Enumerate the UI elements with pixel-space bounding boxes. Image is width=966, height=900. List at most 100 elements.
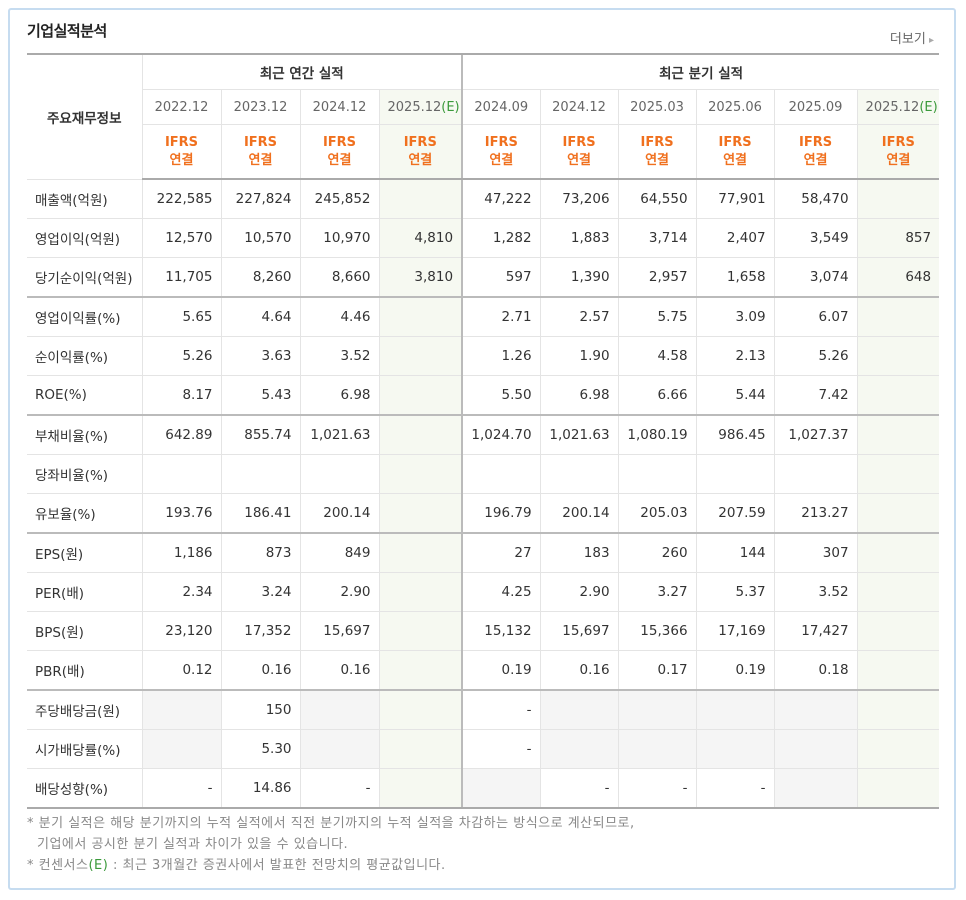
data-row: 당좌비율(%) [27, 454, 940, 494]
value-cell: 15,132 [461, 611, 541, 651]
accounting-basis: IFRS [243, 134, 278, 150]
value-cell: 6.66 [617, 375, 697, 416]
footnote-text: : 최근 3개월간 증권사에서 발표한 전망치의 평균값입니다. [108, 858, 446, 873]
value-cell: 1,883 [539, 218, 619, 258]
value-cell: 1,021.63 [299, 414, 380, 455]
corner-header: 주요재무정보 [27, 53, 143, 180]
section-title: 기업실적분석 [27, 22, 107, 40]
value-cell: - [695, 768, 775, 809]
row-label: 시가배당률(%) [27, 729, 143, 769]
period-date: 2024.09 [474, 99, 529, 115]
value-cell [378, 296, 463, 337]
value-cell [539, 689, 619, 730]
value-cell: 3,714 [617, 218, 697, 258]
accounting-basis: IFRS [562, 134, 596, 150]
value-cell: 8,260 [220, 257, 301, 298]
data-row: 당기순이익(억원) 11,705 8,260 8,660 3,810 597 1,390 2,… [27, 257, 940, 298]
period-header: 2024.12 [299, 89, 380, 125]
value-cell [695, 729, 775, 769]
value-cell [856, 532, 940, 573]
value-cell [773, 768, 858, 809]
period-date: 2025.12 [865, 99, 920, 115]
standard-header: IFRS 연결 [299, 124, 380, 180]
period-header: 2022.12 [141, 89, 222, 125]
value-cell: 2.34 [141, 572, 222, 612]
value-cell: 3,549 [773, 218, 858, 258]
value-cell: 0.18 [773, 650, 858, 691]
row-label: PBR(배) [27, 650, 143, 691]
value-cell: 3.63 [220, 336, 301, 376]
period-header: 2024.09 [461, 89, 541, 125]
value-cell: 27 [461, 532, 541, 573]
consolidation-scope: 연결 [408, 152, 433, 168]
value-cell: 3.09 [695, 296, 775, 337]
row-label: ROE(%) [27, 375, 143, 416]
value-cell: 193.76 [141, 493, 222, 534]
value-cell [617, 454, 697, 494]
value-cell [856, 414, 940, 455]
accounting-basis: IFRS [640, 134, 674, 150]
row-label: 순이익률(%) [27, 336, 143, 376]
period-date: 2025.09 [788, 99, 843, 115]
row-label: 당기순이익(억원) [27, 257, 143, 298]
value-cell: 47,222 [461, 178, 541, 219]
data-row: 영업이익(억원) 12,570 10,570 10,970 4,810 1,282 1,88… [27, 218, 940, 258]
value-cell: 5.44 [695, 375, 775, 416]
data-row: 부채비율(%) 642.89 855.74 1,021.63 1,024.70 1,021… [27, 414, 940, 455]
period-header: 2025.03 [617, 89, 697, 125]
value-cell [378, 572, 463, 612]
period-header: 2025.12(E) [856, 89, 940, 125]
value-cell: 648 [856, 257, 940, 298]
standard-row: IFRS 연결 IFRS 연결 IFRS 연결 IFRS 연결 IFRS 연결 IFRS 연결 IFRS… [27, 124, 940, 180]
value-cell: 4.58 [617, 336, 697, 376]
value-cell: 15,697 [539, 611, 619, 651]
value-cell [695, 689, 775, 730]
row-label: 영업이익률(%) [27, 296, 143, 337]
data-row: 배당성향(%) -14.86- - - - [27, 768, 940, 809]
data-row: PBR(배) 0.12 0.16 0.16 0.19 0.16 0.17 0.19 0.18 [27, 650, 940, 691]
row-label: BPS(원) [27, 611, 143, 651]
value-cell: 1,658 [695, 257, 775, 298]
value-cell: 5.30 [220, 729, 301, 769]
value-cell: 1,024.70 [461, 414, 541, 455]
footnotes: 분기 실적은 해당 분기까지의 누적 실적에서 직전 분기까지의 누적 실적을 … [27, 813, 635, 876]
row-label: 배당성향(%) [27, 768, 143, 809]
accounting-basis: IFRS [799, 134, 833, 150]
value-cell [856, 689, 940, 730]
data-row: EPS(원) 1,186 873 849 27 183 260 144 307 [27, 532, 940, 573]
value-cell: 245,852 [299, 178, 380, 219]
value-cell: 15,366 [617, 611, 697, 651]
value-cell: 7.42 [773, 375, 858, 416]
value-cell [856, 336, 940, 376]
row-label: EPS(원) [27, 532, 143, 573]
panel-border [8, 8, 956, 890]
period-header: 2025.09 [773, 89, 858, 125]
data-row: 매출액(억원) 222,585 227,824 245,852 47,222 73,206… [27, 178, 940, 219]
value-cell [856, 572, 940, 612]
value-cell [856, 375, 940, 416]
value-cell [539, 454, 619, 494]
footnote-text: 기업에서 공시한 분기 실적과 차이가 있을 수 있습니다. [37, 837, 349, 852]
value-cell [378, 178, 463, 219]
footnote: 분기 실적은 해당 분기까지의 누적 실적에서 직전 분기까지의 누적 실적을 … [27, 813, 635, 834]
more-link[interactable]: 더보기 [890, 28, 934, 47]
value-cell: - [461, 689, 541, 730]
value-cell: 73,206 [539, 178, 619, 219]
period-date: 2023.12 [233, 99, 288, 115]
value-cell: - [461, 729, 541, 769]
value-cell: 1,186 [141, 532, 222, 573]
value-cell: 200.14 [539, 493, 619, 534]
row-label: 당좌비율(%) [27, 454, 143, 494]
period-date: 2024.12 [312, 99, 367, 115]
standard-header: IFRS 연결 [856, 124, 940, 180]
value-cell: 6.98 [299, 375, 380, 416]
period-date: 2024.12 [552, 99, 606, 115]
period-header: 2023.12 [220, 89, 301, 125]
value-cell: 58,470 [773, 178, 858, 219]
value-cell: 10,970 [299, 218, 380, 258]
value-cell: 1,027.37 [773, 414, 858, 455]
value-cell [378, 729, 463, 769]
value-cell: 0.17 [617, 650, 697, 691]
value-cell: - [617, 768, 697, 809]
value-cell: 205.03 [617, 493, 697, 534]
